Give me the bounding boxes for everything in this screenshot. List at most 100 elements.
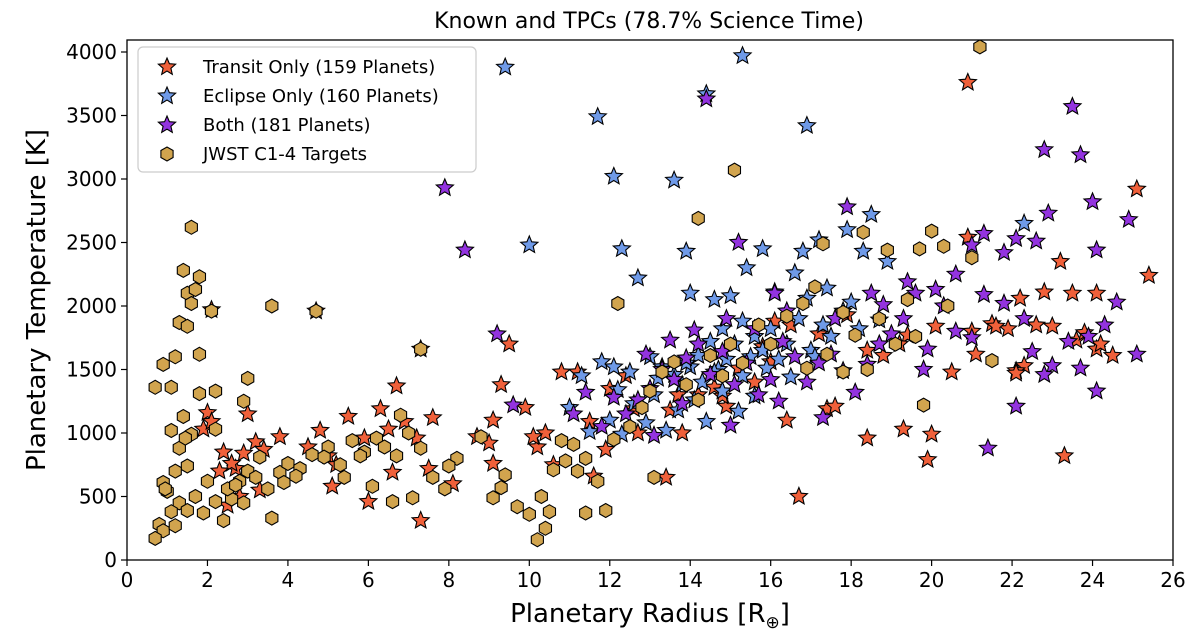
data-point-star xyxy=(523,426,544,446)
data-point-hexagon xyxy=(180,318,194,334)
data-point-star xyxy=(434,177,455,197)
data-point-star xyxy=(994,293,1014,312)
data-point-star xyxy=(841,291,862,311)
chart-title: Known and TPCs (78.7% Science Time) xyxy=(434,9,864,34)
data-point-hexagon xyxy=(196,505,211,521)
data-point-star xyxy=(925,315,946,335)
data-point-star xyxy=(1006,395,1027,415)
data-point-star xyxy=(861,204,882,223)
data-point-star xyxy=(1070,144,1091,164)
x-tick-label: 14 xyxy=(678,568,703,592)
data-point-star xyxy=(595,439,616,458)
data-point-star xyxy=(974,223,994,243)
data-point-star xyxy=(519,234,540,254)
data-point-star xyxy=(615,403,636,423)
data-point-star xyxy=(575,381,596,401)
data-point-star xyxy=(587,106,608,126)
data-point-star xyxy=(700,331,721,350)
data-point-star xyxy=(736,257,757,277)
data-point-star xyxy=(269,426,290,446)
legend-marker xyxy=(157,114,177,134)
data-point-star xyxy=(571,365,592,385)
data-point-hexagon xyxy=(486,490,500,506)
series-3 xyxy=(148,40,999,548)
x-tick-label: 24 xyxy=(1080,568,1105,592)
data-point-star xyxy=(720,285,741,305)
data-point-star xyxy=(945,263,966,283)
legend: Transit Only (159 Planets) Eclipse Only (… xyxy=(137,46,477,173)
data-point-star xyxy=(768,348,789,368)
data-point-hexagon xyxy=(164,379,178,395)
data-point-hexagon xyxy=(188,488,203,505)
data-point-hexagon xyxy=(522,506,536,522)
data-point-star xyxy=(945,320,966,340)
data-point-star xyxy=(957,72,978,91)
data-point-hexagon xyxy=(973,40,987,55)
data-point-star xyxy=(1042,315,1063,335)
data-point-star xyxy=(628,267,648,287)
x-axis-label-text: Planetary Radius [R xyxy=(510,599,765,629)
data-point-star xyxy=(499,333,520,353)
data-point-hexagon xyxy=(703,347,717,364)
data-point-hexagon xyxy=(229,477,243,493)
data-point-hexagon xyxy=(498,467,512,483)
x-tick-label: 20 xyxy=(919,568,944,592)
data-point-star xyxy=(965,343,986,363)
data-point-star xyxy=(1086,380,1107,400)
data-point-star xyxy=(1070,357,1091,377)
data-point-star xyxy=(796,115,817,135)
data-point-hexagon xyxy=(566,436,581,453)
data-point-star xyxy=(1102,345,1123,364)
data-point-hexagon xyxy=(816,236,830,252)
data-point-star xyxy=(636,412,656,432)
data-point-hexagon xyxy=(158,481,172,497)
legend-label: JWST C1-4 Targets xyxy=(202,144,367,165)
legend-label: Eclipse Only (160 Planets) xyxy=(203,86,439,107)
data-marks xyxy=(148,40,1159,548)
data-point-hexagon xyxy=(184,295,198,312)
y-tick-label: 0 xyxy=(104,548,117,572)
data-point-star xyxy=(676,240,697,260)
data-point-star xyxy=(837,219,858,239)
data-point-star xyxy=(974,284,994,304)
data-point-star xyxy=(732,310,753,330)
data-point-hexagon xyxy=(192,346,207,362)
data-point-star xyxy=(579,421,600,441)
data-point-hexagon xyxy=(723,336,738,352)
y-tick-label: 3500 xyxy=(66,104,117,128)
data-point-star xyxy=(784,346,805,366)
data-point-hexagon xyxy=(442,458,456,474)
data-point-star xyxy=(752,238,773,258)
data-point-hexagon xyxy=(385,493,400,510)
data-point-star xyxy=(1022,341,1043,361)
data-point-star xyxy=(921,423,942,443)
legend-marker xyxy=(157,56,177,76)
data-point-star xyxy=(213,441,234,461)
data-point-star xyxy=(672,393,693,413)
data-point-star xyxy=(1094,314,1115,334)
data-point-hexagon xyxy=(941,298,955,314)
data-point-hexagon xyxy=(860,361,874,378)
data-point-hexagon xyxy=(780,308,794,324)
data-point-hexagon xyxy=(305,446,319,463)
data-point-hexagon xyxy=(611,295,625,312)
data-point-hexagon xyxy=(735,355,750,371)
data-point-hexagon xyxy=(249,469,263,486)
data-point-star xyxy=(941,361,962,381)
data-point-star xyxy=(994,242,1014,262)
data-point-star xyxy=(483,409,504,429)
data-point-star xyxy=(877,251,898,270)
data-point-hexagon xyxy=(510,499,524,515)
data-point-hexagon xyxy=(168,349,182,365)
data-point-star xyxy=(563,403,584,423)
data-point-star xyxy=(422,407,443,427)
x-tick-label: 0 xyxy=(121,568,134,592)
data-point-hexagon xyxy=(530,532,544,548)
data-point-star xyxy=(487,323,508,343)
data-point-star xyxy=(603,386,624,406)
data-point-star xyxy=(913,359,934,378)
data-point-star xyxy=(720,414,741,434)
data-point-hexagon xyxy=(643,383,657,399)
data-point-hexagon xyxy=(393,407,408,423)
data-point-hexagon xyxy=(261,481,275,497)
